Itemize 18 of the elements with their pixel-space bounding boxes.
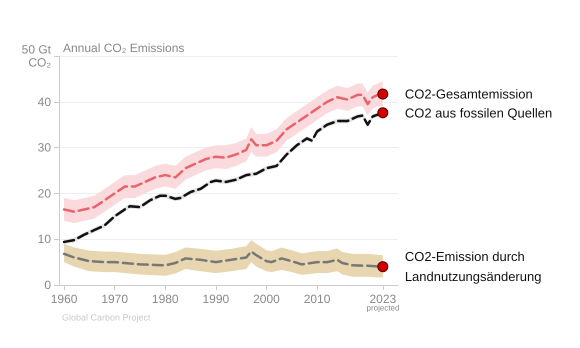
y-tick-label: 40 bbox=[38, 94, 52, 109]
series-label: CO2-Emission durch Landnutzungsänderung bbox=[404, 249, 542, 284]
y-tick-label: 0 bbox=[44, 278, 52, 292]
x-tick-label: 1980 bbox=[152, 292, 179, 306]
x-tick-label: 2000 bbox=[253, 292, 280, 306]
y-tick-label: 20 bbox=[38, 186, 52, 200]
x-tick-label: 1960 bbox=[50, 292, 78, 306]
text: projected bbox=[366, 304, 400, 312]
x-tick-label: 1970 bbox=[101, 292, 128, 306]
chart-title: Annual CO₂ Emissions bbox=[63, 41, 184, 55]
y-tick-label: 50 Gt CO₂ bbox=[22, 42, 52, 70]
x-tick-label: 2023 bbox=[369, 292, 396, 306]
series-label: CO2-Gesamtemission bbox=[404, 86, 533, 102]
x-tick-label: 2010 bbox=[304, 292, 331, 306]
y-tick-label: 10 bbox=[38, 232, 52, 246]
x-tick-label: 1990 bbox=[202, 292, 230, 306]
y-tick-label: 30 bbox=[38, 140, 52, 155]
series-label: CO2 aus fossilen Quellen bbox=[404, 105, 552, 120]
